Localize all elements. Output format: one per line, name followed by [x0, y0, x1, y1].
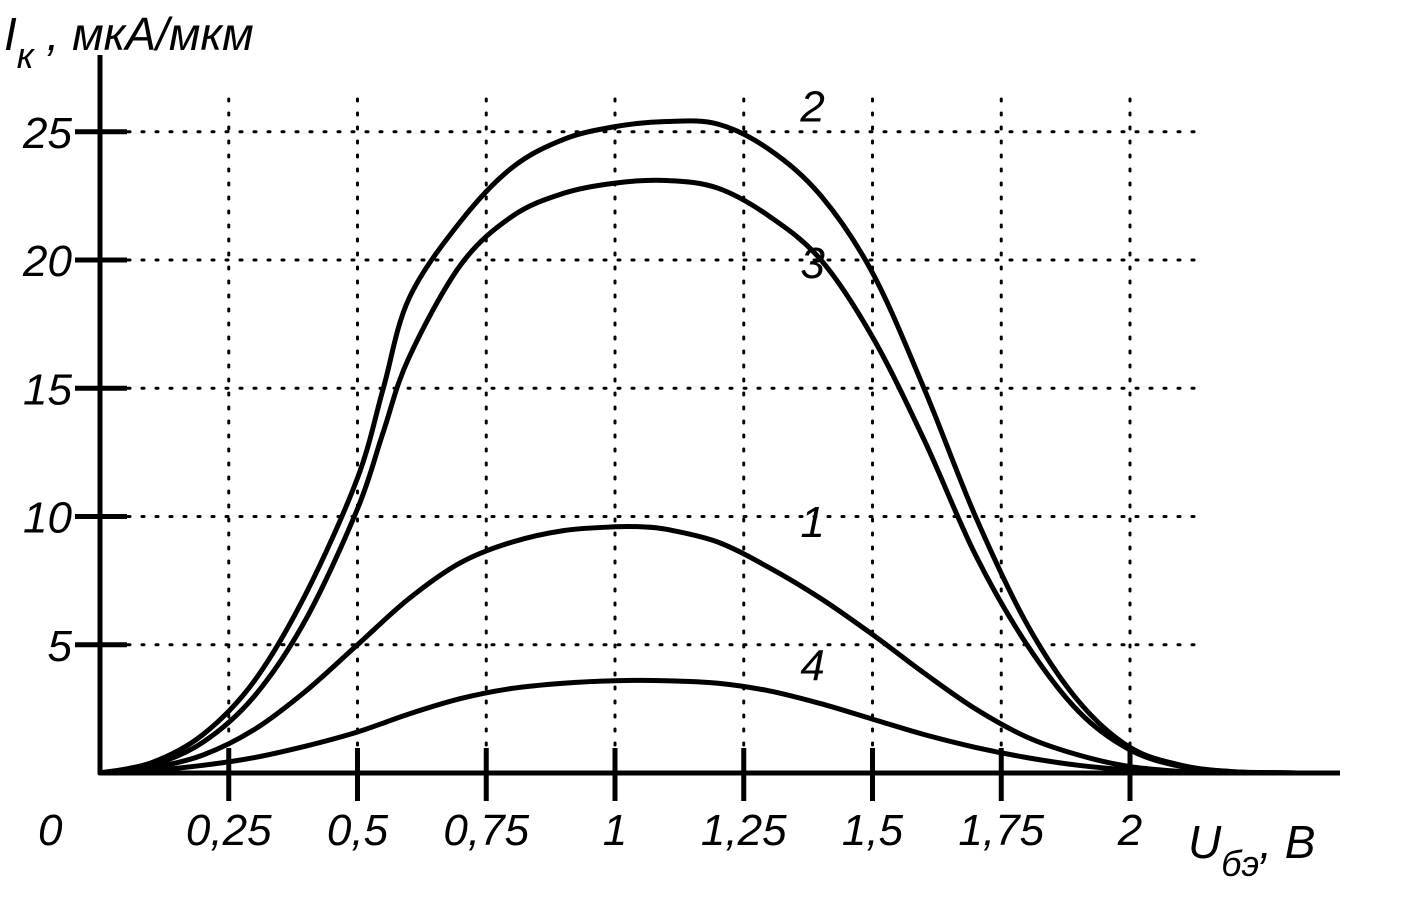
x-axis-label-main: U	[1188, 816, 1222, 868]
origin-label: 0	[38, 806, 63, 855]
curve-label-3: 3	[800, 239, 825, 288]
grid	[98, 88, 1207, 775]
curve-labels: 1 2 3 4	[799, 82, 825, 690]
x-tick-label-4: 1,25	[701, 806, 787, 855]
y-tick-label-0: 5	[48, 622, 73, 671]
y-tick-label-4: 25	[22, 109, 72, 158]
curve-3	[97, 177, 1313, 776]
curves	[97, 118, 1313, 776]
x-tick-label-3: 1	[603, 806, 627, 855]
x-tick-label-1: 0,5	[327, 806, 389, 855]
curve-label-2: 2	[799, 82, 824, 131]
x-tick-label-0: 0,25	[186, 806, 272, 855]
y-axis-label-rest: , мкА/мкм	[34, 8, 254, 60]
x-axis-label-sub: бэ	[1221, 843, 1259, 884]
x-tick-label-7: 2	[1117, 806, 1142, 855]
x-axis-label: Uбэ, В	[1188, 816, 1315, 884]
x-axis-label-rest: , В	[1259, 816, 1315, 868]
y-tick-label-1: 10	[23, 494, 72, 543]
y-axis-label: Iк , мкА/мкм	[4, 8, 254, 76]
y-tick-label-2: 15	[23, 365, 72, 414]
curve-4	[97, 677, 1262, 776]
curve-1	[97, 523, 1262, 776]
y-axis-label-main: I	[4, 8, 17, 60]
y-axis-label-sub: к	[17, 35, 36, 76]
y-tick-label-3: 20	[22, 237, 72, 286]
x-tick-label-6: 1,75	[958, 806, 1044, 855]
ticks	[75, 129, 1133, 801]
x-tick-label-5: 1,5	[842, 806, 904, 855]
x-tick-label-2: 0,75	[443, 806, 529, 855]
curve-label-1: 1	[800, 498, 824, 547]
curve-2	[97, 118, 1313, 776]
curve-label-4: 4	[800, 642, 824, 691]
axes	[97, 55, 1340, 776]
